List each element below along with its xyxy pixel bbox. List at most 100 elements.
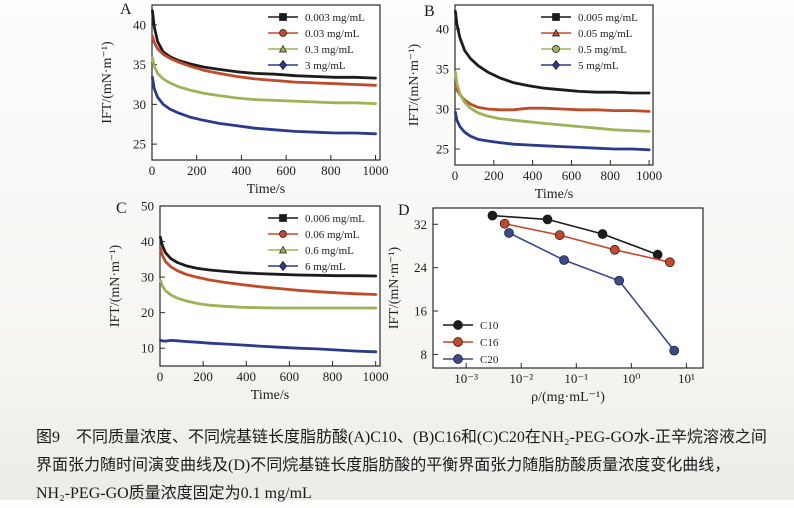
y-axis-label: IFT/(mN·m⁻¹) xyxy=(407,43,422,126)
y-tick-label: 40 xyxy=(436,22,449,37)
series-line xyxy=(159,278,378,310)
y-tick-label: 32 xyxy=(414,217,427,232)
chart-c-svg: 0 200 400 600 800 1000 Time/s 10 20 30 40 50 IFT/(mN… xyxy=(108,199,389,404)
y-axis: 25 30 35 40 IFT/(mN·m⁻¹) xyxy=(407,22,460,157)
plot-area xyxy=(432,207,704,369)
circle-marker xyxy=(453,354,463,364)
x-tick-label: 10⁰ xyxy=(622,371,640,386)
y-tick-label: 50 xyxy=(141,199,154,214)
panel-label-b: B xyxy=(424,3,435,20)
panel-label-c: C xyxy=(116,200,127,217)
series-0.03-mg-mL xyxy=(151,34,377,87)
y-tick-label: 40 xyxy=(141,234,154,249)
x-tick-label: 1000 xyxy=(363,163,389,178)
y-tick-label: 25 xyxy=(133,137,146,152)
legend-label: C10 xyxy=(480,320,499,332)
series-line xyxy=(454,10,651,95)
legend: C10 C16 C20 xyxy=(443,320,499,366)
series-0.06-mg-mL xyxy=(159,246,378,296)
plot-area xyxy=(159,205,381,367)
x-axis-label: Time/s xyxy=(247,182,285,197)
circle-marker xyxy=(453,320,463,330)
x-tick-label: 600 xyxy=(276,163,296,178)
x-tick-label: 200 xyxy=(187,163,207,178)
y-tick-label: 35 xyxy=(436,62,449,77)
series-0.006-mg-mL xyxy=(159,235,378,278)
caption-line-1: 图9 不同质量浓度、不同烷基链长度脂肪酸(A)C10、(B)C16和(C)C20… xyxy=(36,429,767,446)
x-tick-label: 0 xyxy=(149,163,156,178)
legend-label: 0.003 mg/mL xyxy=(305,12,365,24)
legend-label: 0.3 mg/mL xyxy=(305,44,354,56)
series-line xyxy=(151,9,377,80)
series-0.6-mg-mL xyxy=(159,278,378,310)
series-line xyxy=(454,110,651,152)
series-line xyxy=(151,34,377,87)
circle-marker xyxy=(597,229,608,239)
chart-panel-c: 0 200 400 600 800 1000 Time/s 10 20 30 40 50 IFT/(mN… xyxy=(106,196,390,410)
legend: 0.005 mg/mL 0.05 mg/mL 0.5 mg/mL 5 mg/mL xyxy=(541,12,638,72)
circle-marker xyxy=(669,345,680,356)
circle-marker xyxy=(614,275,624,286)
panel-label-a: A xyxy=(120,1,132,18)
plot-area xyxy=(454,4,654,166)
series-0.5-mg-mL xyxy=(454,70,651,133)
y-tick-label: 25 xyxy=(436,142,449,157)
legend: 0.006 mg/mL 0.06 mg/mL 0.6 mg/mL 6 mg/mL xyxy=(268,213,365,273)
x-axis-label: Time/s xyxy=(251,388,289,403)
x-tick-label: 0 xyxy=(157,369,164,384)
triangle-marker xyxy=(278,245,288,254)
square-marker xyxy=(552,13,560,21)
circle-marker xyxy=(664,257,675,268)
y-axis: 8 16 24 32 IFT/(mN·m⁻¹) xyxy=(387,217,438,362)
x-axis: 0 200 400 600 800 1000 Time/s xyxy=(157,361,389,403)
legend-label: 0.6 mg/mL xyxy=(305,245,354,257)
legend-label: 0.005 mg/mL xyxy=(578,12,638,24)
y-tick-label: 40 xyxy=(133,17,146,32)
series-0.3-mg-mL xyxy=(151,56,377,105)
x-tick-label: 200 xyxy=(484,168,504,183)
legend-label: 0.006 mg/mL xyxy=(305,213,365,225)
x-tick-label: 600 xyxy=(280,369,300,384)
legend-label: 0.05 mg/mL xyxy=(578,28,633,40)
circle-marker xyxy=(487,210,498,221)
circle-marker xyxy=(279,230,287,238)
x-tick-label: 400 xyxy=(237,369,257,384)
series-line xyxy=(503,222,671,263)
x-tick-label: 800 xyxy=(321,163,341,178)
square-marker xyxy=(279,214,287,222)
series-line xyxy=(159,235,378,278)
legend-label: C16 xyxy=(480,337,499,349)
x-tick-label: 200 xyxy=(193,369,213,384)
chart-d-svg: 10⁻³ 10⁻² 10⁻¹ 10⁰ 10¹ ρ/(mg·mL⁻¹) 8 16 24 32 IFT/… xyxy=(387,207,704,405)
y-tick-label: 35 xyxy=(133,57,146,72)
y-tick-label: 30 xyxy=(133,97,146,112)
y-tick-label: 16 xyxy=(414,304,428,319)
y-axis: 10 20 30 40 50 IFT/(mN·m⁻¹) xyxy=(108,199,165,356)
triangle-marker xyxy=(278,44,288,53)
series-line xyxy=(159,246,378,296)
legend: 0.003 mg/mL 0.03 mg/mL 0.3 mg/mL 3 mg/mL xyxy=(268,12,365,72)
circle-marker xyxy=(542,214,553,225)
series-6-mg-mL xyxy=(159,339,378,354)
series-line xyxy=(151,75,377,136)
x-tick-label: 0 xyxy=(452,168,459,183)
circle-marker xyxy=(504,228,514,238)
chart-panel-d: 10⁻³ 10⁻² 10⁻¹ 10⁰ 10¹ ρ/(mg·mL⁻¹) 8 16 24 32 IFT/… xyxy=(385,196,715,418)
circle-marker xyxy=(453,337,463,347)
x-axis: 0 200 400 600 800 1000 Time/s xyxy=(149,155,389,197)
x-tick-label: 800 xyxy=(323,369,343,384)
x-tick-label: 10⁻¹ xyxy=(564,371,588,386)
caption-line-2: 界面张力随时间演变曲线及(D)不同烷基链长度脂肪酸的平衡界面张力随脂肪酸质量浓度… xyxy=(36,457,731,474)
diamond-marker xyxy=(279,260,287,272)
series-line xyxy=(454,70,651,133)
legend-label: 0.5 mg/mL xyxy=(578,44,627,56)
x-tick-label: 400 xyxy=(523,168,543,183)
legend-label: 6 mg/mL xyxy=(305,261,346,273)
x-axis-label: Time/s xyxy=(535,187,573,202)
y-axis-label: IFT/(mN·m⁻¹) xyxy=(387,246,402,329)
x-tick-label: 10¹ xyxy=(678,371,695,386)
series-line xyxy=(151,56,377,105)
triangle-marker xyxy=(551,28,561,37)
panel-label-d: D xyxy=(398,202,410,219)
